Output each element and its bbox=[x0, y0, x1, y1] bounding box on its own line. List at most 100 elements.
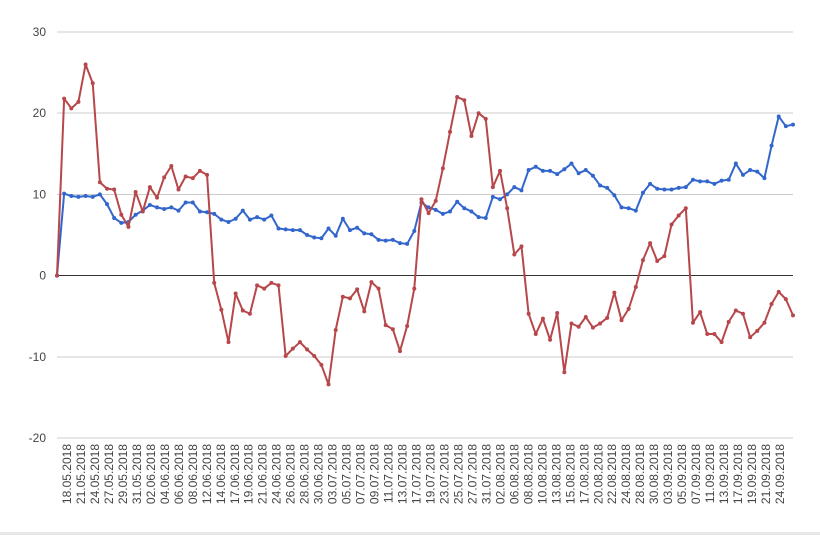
series-2-point bbox=[290, 346, 295, 351]
series-2-point bbox=[598, 321, 603, 326]
y-tick-label: 30 bbox=[33, 25, 47, 39]
series-1-point bbox=[791, 122, 795, 127]
x-tick-label: 25.07.2018 bbox=[451, 444, 465, 504]
series-1-point bbox=[626, 206, 631, 211]
series-1-point bbox=[476, 215, 481, 220]
x-tick-label: 24.06.2018 bbox=[270, 444, 284, 504]
series-1-point bbox=[290, 228, 295, 233]
grid-layer bbox=[57, 31, 793, 439]
x-tick-label: 23.07.2018 bbox=[437, 444, 451, 504]
series-1-point bbox=[319, 236, 324, 241]
series-1-point bbox=[355, 225, 360, 230]
series-2-point bbox=[719, 340, 724, 345]
series-2-point bbox=[733, 308, 738, 313]
series-1-point bbox=[162, 207, 167, 212]
series-2-point bbox=[276, 283, 281, 288]
series-2-point bbox=[340, 294, 345, 299]
series-2-point bbox=[133, 189, 138, 194]
series-1-point bbox=[240, 208, 245, 213]
series-2-point bbox=[247, 311, 252, 316]
series-1-point bbox=[369, 232, 374, 237]
series-2-point bbox=[176, 187, 181, 192]
series-1-point bbox=[383, 238, 388, 243]
x-tick-label: 09.07.2018 bbox=[368, 444, 382, 504]
series-2-point bbox=[169, 163, 174, 168]
series-1-point bbox=[376, 237, 381, 242]
series-1-point bbox=[598, 183, 603, 188]
series-1-point bbox=[312, 235, 317, 240]
series-1-point bbox=[776, 114, 781, 119]
y-tick-label: -10 bbox=[29, 350, 47, 364]
series-2-point bbox=[105, 186, 110, 191]
series-1-point bbox=[105, 202, 110, 207]
series-2-point bbox=[205, 172, 210, 177]
series-2-point bbox=[498, 168, 503, 173]
x-tick-label: 06.08.2018 bbox=[507, 444, 521, 504]
series-2-point bbox=[90, 81, 95, 86]
y-tick-label: 20 bbox=[33, 106, 47, 120]
x-tick-label: 29.05.2018 bbox=[116, 444, 130, 504]
x-tick-label: 21.09.2018 bbox=[759, 444, 773, 504]
series-2-point bbox=[540, 316, 545, 321]
y-tick-label: 10 bbox=[33, 187, 47, 201]
series-1-point bbox=[412, 228, 417, 233]
series-2-point bbox=[147, 185, 152, 190]
series-2-point bbox=[55, 273, 59, 278]
x-tick-label: 17.07.2018 bbox=[410, 444, 424, 504]
series-1-point bbox=[62, 191, 67, 196]
x-tick-label: 17.06.2018 bbox=[228, 444, 242, 504]
series-2-point bbox=[283, 353, 288, 358]
x-tick-label: 19.07.2018 bbox=[423, 444, 437, 504]
series-2-point bbox=[426, 211, 431, 216]
series-2-point bbox=[448, 129, 453, 134]
series-1-point bbox=[655, 186, 660, 191]
series-1-point bbox=[769, 143, 774, 148]
series-1-point bbox=[569, 161, 574, 166]
series-2-point bbox=[240, 308, 245, 313]
series-2-point bbox=[755, 328, 760, 333]
series-1-point bbox=[526, 168, 531, 173]
series-2-point bbox=[633, 284, 638, 289]
series-1-point bbox=[519, 188, 524, 193]
series-1-point bbox=[347, 228, 352, 233]
x-tick-label: 20.08.2018 bbox=[591, 444, 605, 504]
series-2-point bbox=[62, 96, 67, 101]
series-2-point bbox=[255, 283, 260, 288]
series-2-point bbox=[776, 289, 781, 294]
series-2-point bbox=[83, 62, 88, 67]
series-2-point bbox=[333, 328, 338, 332]
series-1-point bbox=[719, 178, 724, 183]
series-1-point bbox=[683, 185, 688, 190]
x-axis: 18.05.2018 21.05.2018 24.05.2018 27.05.2018… bbox=[60, 444, 787, 504]
x-tick-label: 30.08.2018 bbox=[647, 444, 661, 504]
x-tick-label: 13.09.2018 bbox=[717, 444, 731, 504]
x-tick-label: 31.07.2018 bbox=[479, 444, 493, 504]
series-2-point bbox=[212, 280, 217, 285]
series-1-point bbox=[455, 199, 460, 204]
series-2-point bbox=[419, 197, 424, 202]
series-1-point bbox=[490, 194, 495, 199]
series-1-point bbox=[612, 193, 617, 198]
series-2-point bbox=[112, 187, 117, 192]
x-tick-label: 21.05.2018 bbox=[74, 444, 88, 504]
x-tick-label: 17.08.2018 bbox=[577, 444, 591, 504]
series-1-point bbox=[426, 205, 431, 210]
series-1-point bbox=[297, 228, 302, 233]
series-2-point bbox=[369, 280, 374, 285]
series-1-point bbox=[433, 207, 438, 212]
series-1-point bbox=[219, 217, 224, 222]
series-2-point bbox=[219, 307, 224, 312]
series-1-point bbox=[362, 231, 367, 236]
x-tick-label: 24.08.2018 bbox=[619, 444, 633, 504]
bottom-divider bbox=[0, 532, 820, 535]
series-1-point bbox=[469, 209, 474, 214]
series-2-point bbox=[262, 286, 267, 291]
series-1-point bbox=[190, 200, 195, 205]
series-2-point bbox=[397, 349, 402, 354]
series-1-point bbox=[440, 211, 445, 216]
series-2-point bbox=[312, 353, 317, 358]
x-tick-label: 03.09.2018 bbox=[661, 444, 675, 504]
series-2-point bbox=[655, 258, 660, 263]
series-2-point bbox=[412, 286, 417, 291]
